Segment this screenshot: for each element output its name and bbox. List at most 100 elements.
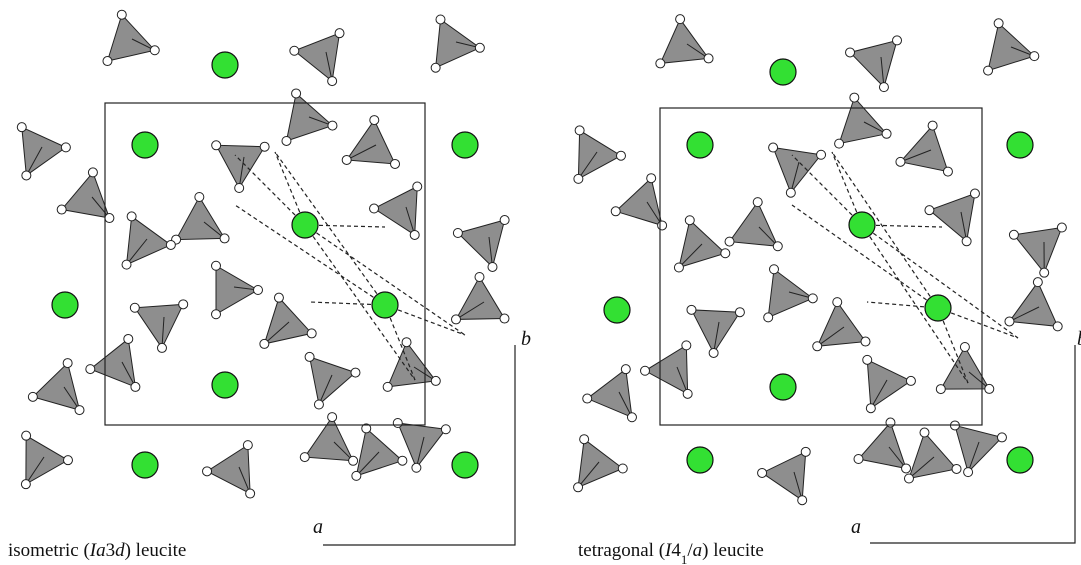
oxygen-atom (866, 404, 875, 413)
oxygen-atom (436, 15, 445, 24)
tetrahedron (33, 363, 80, 410)
oxygen-atom (21, 480, 30, 489)
oxygen-atom (398, 456, 407, 465)
tetrahedron (135, 304, 183, 348)
oxygen-atom (721, 249, 730, 258)
oxygen-atom (370, 204, 379, 213)
oxygen-atom (431, 63, 440, 72)
oxygen-atom (212, 261, 221, 270)
oxygen-atom (393, 418, 402, 427)
oxygen-atom (260, 142, 269, 151)
oxygen-atom (63, 456, 72, 465)
potassium-atom (52, 292, 78, 318)
oxygen-atom (835, 139, 844, 148)
oxygen-atom (575, 126, 584, 135)
oxygen-atom (928, 121, 937, 130)
oxygen-atom (611, 207, 620, 216)
figure: abisometric (Ia3d) leuciteabtetragonal (… (0, 0, 1081, 565)
oxygen-atom (500, 314, 509, 323)
oxygen-atom (846, 48, 855, 57)
oxygen-atom (906, 376, 915, 385)
tetrahedron (62, 172, 110, 218)
structure-panel: abtetragonal (I41/a) leucite (574, 15, 1081, 565)
oxygen-atom (952, 464, 961, 473)
oxygen-atom (683, 389, 692, 398)
oxygen-atom (801, 447, 810, 456)
oxygen-atom (475, 273, 484, 282)
tetrahedron (762, 452, 806, 500)
oxygen-atom (984, 66, 993, 75)
oxygen-atom (352, 471, 361, 480)
oxygen-atom (300, 453, 309, 462)
tetrahedron (578, 130, 621, 178)
oxygen-atom (583, 394, 592, 403)
oxygen-atom (212, 141, 221, 150)
caption-part: d (115, 540, 125, 561)
oxygen-atom (475, 43, 484, 52)
tetrahedron (660, 19, 708, 63)
tetrahedron (22, 127, 66, 175)
potassium-atom (1007, 132, 1033, 158)
potassium-atom (132, 452, 158, 478)
potassium-atom (292, 212, 318, 238)
tetrahedron (294, 33, 339, 81)
tetrahedron (347, 120, 395, 164)
potassium-atom (849, 212, 875, 238)
tetrahedron (1009, 282, 1057, 326)
oxygen-atom (902, 464, 911, 473)
oxygen-atom (117, 10, 126, 19)
tetrahedron (850, 40, 897, 87)
oxygen-atom (1057, 223, 1066, 232)
potassium-atom (372, 292, 398, 318)
oxygen-atom (328, 77, 337, 86)
tetrahedron (107, 15, 154, 61)
caption-part: 4 (671, 540, 681, 561)
potassium-atom (132, 132, 158, 158)
oxygen-atom (773, 242, 782, 251)
oxygen-atom (879, 83, 888, 92)
oxygen-atom (383, 382, 392, 391)
oxygen-atom (22, 431, 31, 440)
oxygen-atom (1053, 322, 1062, 331)
tetrahedron (374, 187, 417, 235)
tetrahedron (456, 277, 504, 319)
oxygen-atom (292, 89, 301, 98)
oxygen-atom (203, 467, 212, 476)
axis-label: a (313, 516, 323, 538)
oxygen-atom (342, 155, 351, 164)
oxygen-atom (130, 303, 139, 312)
tetrahedron (817, 302, 865, 346)
oxygen-atom (627, 413, 636, 422)
oxygen-atom (235, 183, 244, 192)
potassium-atom (452, 452, 478, 478)
oxygen-atom (970, 189, 979, 198)
oxygen-atom (674, 263, 683, 272)
oxygen-atom (1005, 317, 1014, 326)
oxygen-atom (985, 384, 994, 393)
tetrahedron (587, 369, 632, 417)
oxygen-atom (725, 237, 734, 246)
caption-part: ) leucite (125, 540, 187, 561)
oxygen-atom (964, 468, 973, 477)
oxygen-atom (704, 54, 713, 63)
tetrahedron (955, 425, 1002, 472)
oxygen-atom (260, 339, 269, 348)
oxygen-atom (943, 167, 952, 176)
oxygen-atom (452, 315, 461, 324)
oxygen-atom (1030, 52, 1039, 61)
tetrahedron (858, 423, 906, 469)
tetrahedron (436, 19, 480, 67)
potassium-atom (1007, 447, 1033, 473)
oxygen-atom (410, 230, 419, 239)
oxygen-atom (88, 168, 97, 177)
oxygen-atom (687, 305, 696, 314)
oxygen-atom (850, 93, 859, 102)
oxygen-atom (349, 456, 358, 465)
oxygen-atom (391, 159, 400, 168)
oxygen-atom (305, 352, 314, 361)
oxygen-atom (307, 329, 316, 338)
oxygen-atom (328, 121, 337, 130)
caption-part: ) leucite (702, 540, 764, 561)
tetrahedron (458, 220, 505, 267)
